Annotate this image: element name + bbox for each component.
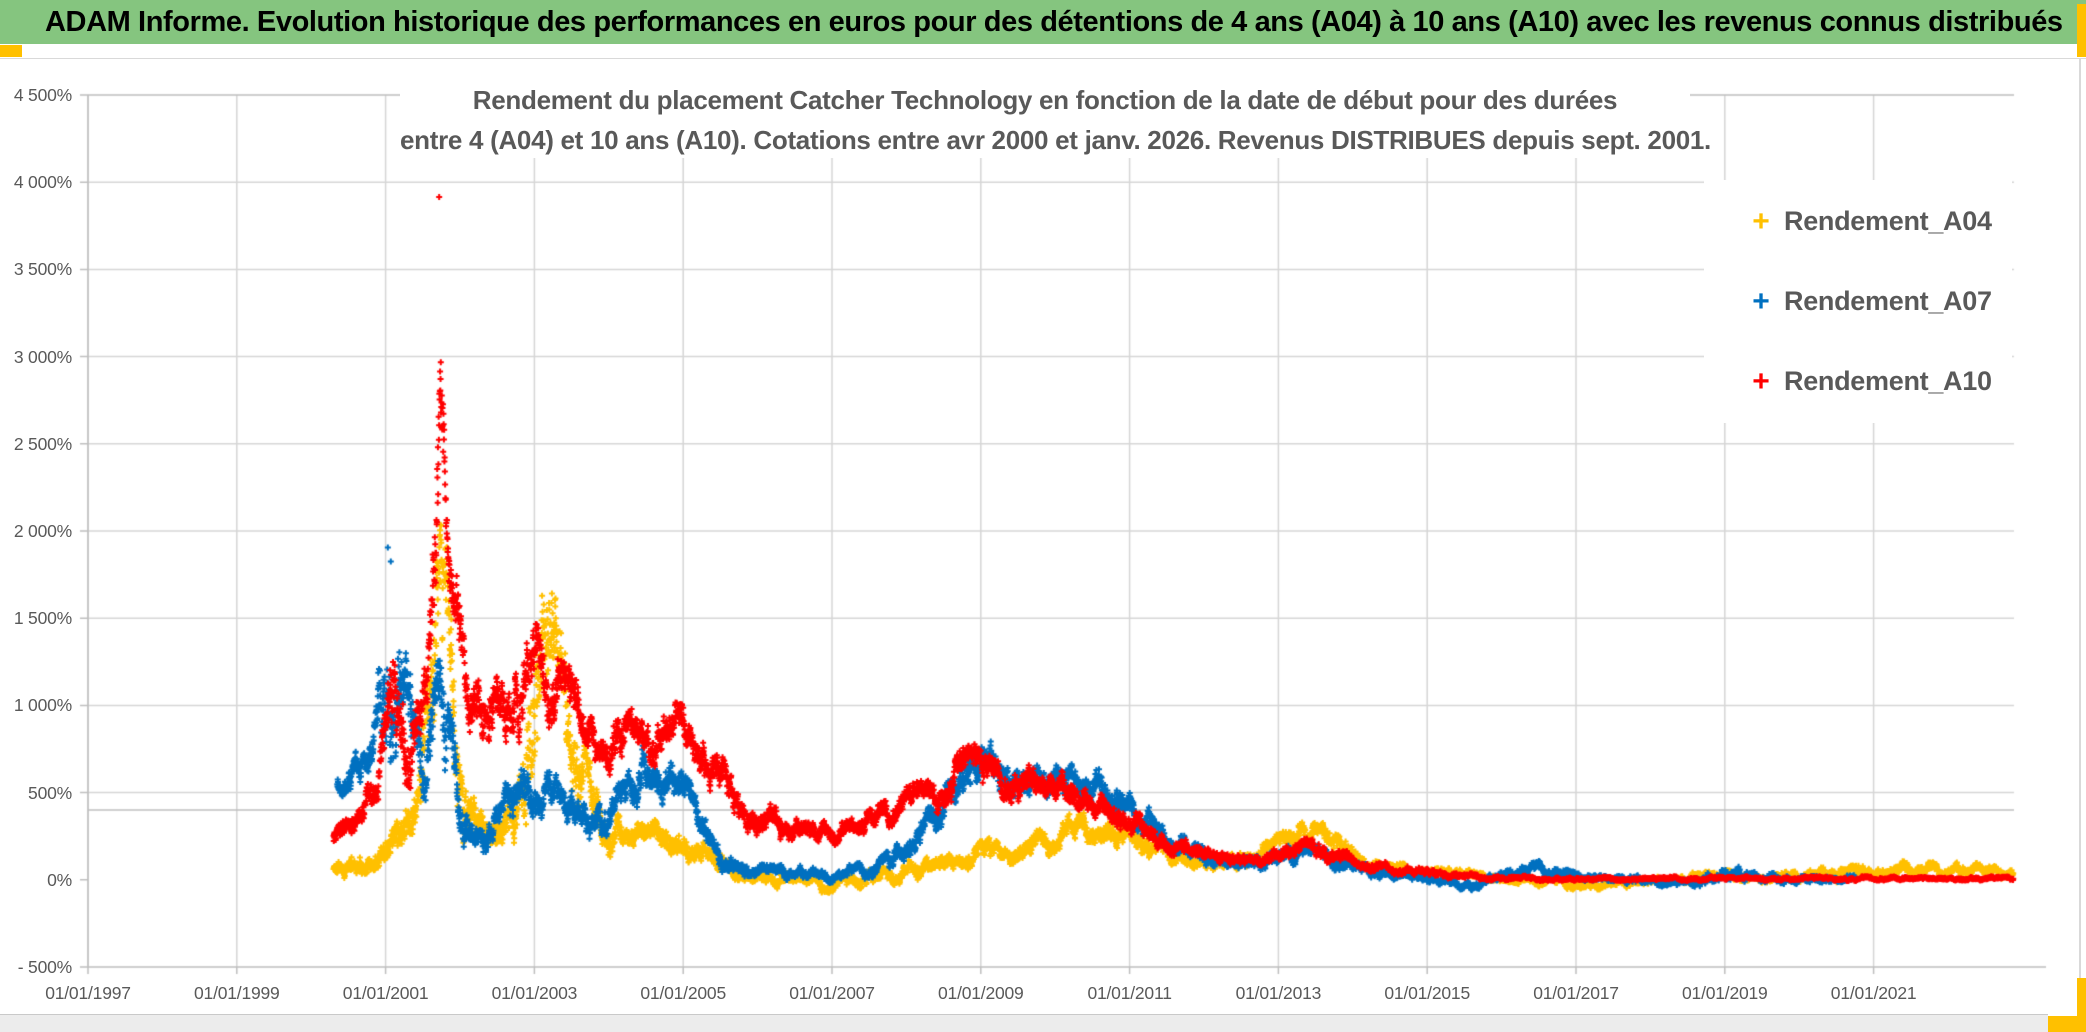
x-tick-label: 01/01/1999 — [194, 983, 280, 1003]
chart-title-line2: entre 4 (A04) et 10 ans (A10). Cotations… — [400, 125, 1711, 155]
y-tick-label: 2 500% — [13, 433, 72, 454]
legend-label: Rendement_A10 — [1784, 366, 1992, 396]
orange-accent-right-bottom — [2077, 978, 2086, 1032]
y-tick-label: 0% — [47, 869, 72, 890]
window-edge-line — [2079, 58, 2081, 978]
plus-marker-icon: + — [1752, 284, 1770, 318]
legend-item-rendement-a04[interactable]: + Rendement_A04 — [1704, 182, 2012, 262]
x-tick-label: 01/01/2003 — [491, 983, 578, 1003]
y-tick-label: 4 000% — [13, 172, 72, 193]
x-tick-label: 01/01/2021 — [1830, 983, 1917, 1003]
x-tick-label: 01/01/2007 — [789, 983, 875, 1003]
y-tick-label: 1 000% — [13, 695, 72, 716]
y-tick-label: - 500% — [17, 957, 72, 977]
chart-legend: + Rendement_A04 + Rendement_A07 + Rendem… — [1704, 180, 2012, 423]
y-tick-label: 4 500% — [13, 85, 72, 105]
orange-accent-right-top — [2077, 4, 2086, 57]
y-tick-label: 3 000% — [13, 346, 72, 367]
x-tick-label: 01/01/2015 — [1384, 983, 1470, 1003]
x-tick-label: 01/01/1997 — [45, 983, 131, 1003]
y-tick-label: 1 500% — [13, 608, 72, 629]
x-tick-label: 01/01/2001 — [342, 983, 429, 1003]
x-tick-label: 01/01/2009 — [938, 983, 1024, 1003]
legend-item-rendement-a10[interactable]: + Rendement_A10 — [1704, 342, 2012, 422]
y-tick-label: 2 000% — [13, 521, 72, 541]
x-tick-label: 01/01/2017 — [1533, 983, 1619, 1003]
plus-marker-icon: + — [1752, 204, 1770, 238]
orange-accent-bottom-right — [2046, 1016, 2086, 1032]
sheet-bottom-strip — [0, 1014, 2048, 1032]
chart-title-line1: Rendement du placement Catcher Technolog… — [472, 85, 1618, 115]
legend-item-rendement-a07[interactable]: + Rendement_A07 — [1704, 262, 2012, 342]
x-tick-label: 01/01/2005 — [640, 983, 726, 1003]
plus-marker-icon: + — [1752, 364, 1770, 398]
banner-title: ADAM Informe. Evolution historique des p… — [0, 0, 2086, 44]
x-tick-label: 01/01/2011 — [1087, 983, 1172, 1003]
y-tick-label: 500% — [28, 782, 72, 803]
x-tick-label: 01/01/2013 — [1235, 983, 1322, 1003]
divider-line — [0, 58, 2086, 59]
x-tick-label: 01/01/2019 — [1682, 983, 1768, 1003]
orange-accent-left-top — [0, 45, 22, 57]
legend-label: Rendement_A04 — [1784, 206, 1992, 236]
y-tick-label: 3 500% — [13, 259, 72, 280]
legend-label: Rendement_A07 — [1784, 286, 1992, 316]
chart-title: Rendement du placement Catcher Technolog… — [400, 62, 1711, 158]
